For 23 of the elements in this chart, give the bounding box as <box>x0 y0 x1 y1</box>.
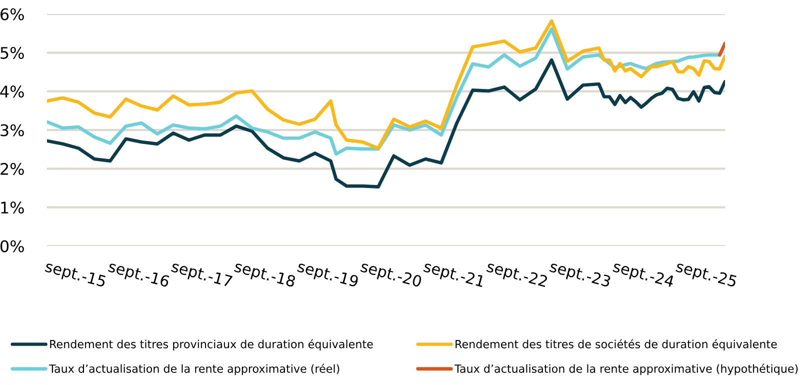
y-tick-label: 1% <box>1 202 24 214</box>
x-tick-label: sept.-19 <box>296 260 359 290</box>
x-tick-label: sept.-22 <box>486 260 548 290</box>
x-tick-label: sept.-21 <box>422 260 485 290</box>
line-series <box>47 58 725 189</box>
x-tick-label: sept.-18 <box>233 260 296 290</box>
x-tick-label: sept.-25 <box>674 260 738 290</box>
legend-label: Taux d’actualisation de la rente approximative (hypothétique) <box>454 364 798 375</box>
x-tick-label: sept.-24 <box>612 260 675 290</box>
legend-label: Rendement des titres de sociétés de duration équivalente <box>456 339 777 350</box>
legend-label: Rendement des titres provinciaux de duration équivalente <box>50 339 373 350</box>
y-tick-label: 0% <box>0 240 24 252</box>
legend-label: Taux d’actualisation de la rente approximative (réel) <box>49 364 340 375</box>
x-tick-label: sept.-23 <box>548 260 612 290</box>
y-tick-label: 6% <box>0 8 24 20</box>
y-tick-label: 5% <box>0 46 24 59</box>
x-tick-label: sept.-16 <box>107 260 170 290</box>
y-tick-label: 2% <box>0 162 24 175</box>
y-tick-label: 3% <box>0 124 24 136</box>
y-tick-label: 4% <box>0 86 24 98</box>
x-tick-label: sept.-15 <box>44 260 106 290</box>
x-tick-label: sept.-17 <box>170 260 233 290</box>
x-tick-label: sept.-20 <box>359 260 422 290</box>
